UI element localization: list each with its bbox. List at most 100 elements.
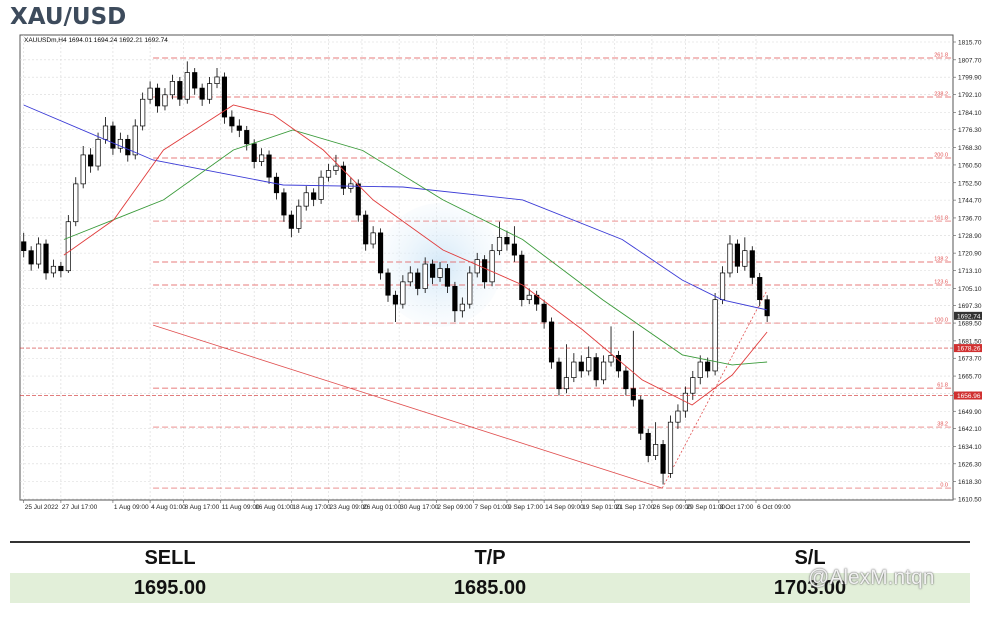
candle-body	[682, 392, 688, 412]
table-header: SELL T/P S/L	[10, 541, 970, 574]
trendline	[152, 324, 663, 489]
candle-body	[407, 272, 413, 283]
candle-body	[333, 165, 339, 171]
candle-body	[660, 444, 666, 474]
y-tick-label: 1713.10	[958, 268, 982, 275]
price-marker	[954, 311, 982, 320]
candle-body	[192, 72, 198, 89]
candle-body	[615, 355, 622, 372]
candle-body	[757, 277, 763, 301]
candle-body	[571, 361, 577, 378]
candle-body	[355, 183, 361, 216]
candle-body	[266, 154, 272, 178]
y-tick-label: 1768.30	[958, 145, 982, 152]
candle-body	[65, 221, 71, 272]
y-tick-label: 1784.10	[958, 110, 982, 117]
candle-body	[444, 268, 451, 287]
cell: 1703.00	[773, 577, 847, 599]
fib-label: 100.0	[934, 318, 948, 324]
header-cell: S/L	[794, 547, 826, 569]
cell: 1685.00	[453, 577, 527, 599]
candle-body	[177, 81, 183, 100]
header-cell: SELL	[144, 547, 196, 569]
candle-body	[437, 268, 443, 278]
x-tick-label: 3 Oct 17:00	[720, 504, 754, 511]
fib-label: 161.8	[934, 216, 948, 222]
candle-body	[259, 154, 265, 162]
candle-body	[489, 250, 495, 283]
fib-label: 238.2	[934, 92, 948, 98]
x-tick-label: 27 Jul 17:00	[62, 504, 98, 511]
y-tick-label: 1807.70	[958, 57, 982, 64]
candle-body	[117, 138, 123, 149]
candle-body	[43, 243, 49, 274]
candle-body	[214, 76, 220, 84]
candle-body	[80, 154, 86, 185]
cell: 1695.00	[133, 577, 207, 599]
watermark: @AlexM.ntqn	[808, 566, 935, 589]
candle-body	[199, 87, 205, 100]
x-tick-label: 6 Oct 09:00	[757, 504, 791, 511]
candle-body	[340, 165, 346, 189]
candle-body	[244, 130, 250, 145]
candle-body	[749, 250, 755, 278]
candle-body	[630, 388, 636, 401]
moving-average	[63, 129, 768, 366]
candle-body	[147, 87, 153, 100]
candle-body	[422, 263, 428, 289]
candle-body	[21, 241, 27, 252]
chart: XAUUSDm,H4 1694.01 1694.24 1692.21 1692.…	[19, 34, 982, 511]
candle-body	[102, 125, 109, 140]
candle-body	[742, 250, 748, 267]
candle-body	[623, 370, 629, 390]
candle-body	[273, 176, 280, 194]
candle-body	[169, 81, 175, 96]
candle-body	[132, 125, 138, 156]
moving-average	[63, 104, 768, 406]
y-tick-label: 1665.70	[958, 374, 982, 381]
y-tick-label: 1736.70	[958, 215, 982, 222]
y-tick-label: 1799.90	[958, 75, 982, 82]
candle-body	[511, 243, 517, 256]
chart-header: XAUUSDm,H4 1694.01 1694.24 1692.21 1692.…	[24, 37, 168, 44]
x-tick-label: 1 Aug 09:00	[114, 504, 149, 511]
candle-body	[251, 143, 257, 162]
candle-body	[541, 303, 547, 323]
y-tick-label: 1642.10	[958, 426, 982, 433]
candle-body	[608, 355, 614, 363]
candle-body	[400, 281, 406, 305]
candle-body	[719, 272, 726, 301]
x-tick-label: 25 Jul 2022	[25, 504, 59, 511]
candle-body	[236, 125, 242, 131]
candle-body	[325, 170, 332, 178]
candle-body	[482, 259, 488, 283]
candle-body	[653, 444, 659, 456]
fib-label: 38.2	[937, 422, 948, 428]
candle-body	[110, 125, 116, 149]
candle-body	[125, 138, 131, 156]
x-tick-label: 8 Aug 17:00	[185, 504, 220, 511]
candle-body	[73, 183, 79, 223]
candle-body	[377, 232, 384, 274]
y-tick-label: 1815.70	[958, 40, 982, 47]
x-tick-label: 30 Aug 17:00	[400, 504, 439, 511]
x-tick-label: 16 Aug 01:00	[255, 504, 294, 511]
trendline	[661, 289, 768, 489]
candle-body	[229, 116, 235, 127]
candle-body	[727, 243, 733, 274]
candle-body	[645, 432, 651, 456]
moving-average	[23, 104, 768, 311]
candle-body	[281, 192, 287, 216]
candle-body	[548, 321, 555, 363]
candle-body	[697, 361, 703, 378]
y-tick-label: 1649.90	[958, 409, 982, 416]
candle-body	[36, 243, 42, 265]
x-tick-label: 23 Aug 09:00	[330, 504, 369, 511]
candle-body	[415, 272, 421, 289]
candle-body	[467, 272, 473, 305]
y-tick-label: 1634.10	[958, 444, 982, 451]
y-tick-label: 1689.50	[958, 321, 982, 328]
fib-label: 123.6	[934, 279, 948, 285]
y-tick-label: 1618.30	[958, 479, 982, 486]
